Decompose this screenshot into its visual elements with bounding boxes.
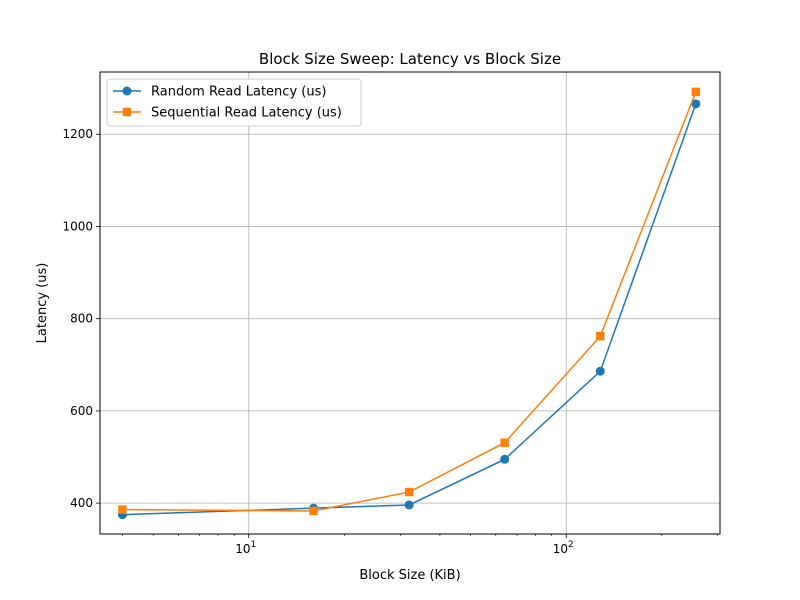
y-tick-label: 1000 — [62, 219, 93, 233]
data-point — [691, 87, 701, 97]
legend-marker — [122, 86, 132, 96]
series-layer — [117, 87, 701, 520]
data-point — [118, 505, 127, 514]
y-axis-label: Latency (us) — [35, 263, 50, 344]
y-tick-label: 800 — [70, 312, 93, 326]
chart-title: Block Size Sweep: Latency vs Block Size — [259, 50, 561, 68]
x-axis-label: Block Size (KiB) — [359, 568, 460, 583]
data-point — [500, 438, 509, 447]
data-point — [404, 487, 414, 497]
legend-label: Random Read Latency (us) — [151, 85, 326, 100]
series-line — [122, 103, 697, 516]
legend: Random Read Latency (us) Sequential Read … — [106, 78, 362, 127]
y-tick-label: 600 — [70, 404, 93, 418]
series-2 — [118, 87, 701, 516]
data-point — [309, 506, 318, 516]
legend-item: Sequential Read Latency (us) — [113, 106, 342, 121]
legend-marker — [122, 107, 132, 117]
data-point — [500, 454, 510, 464]
legend-box — [106, 78, 362, 127]
legend-item: Random Read Latency (us) — [113, 85, 326, 100]
y-tick-label: 1200 — [62, 127, 93, 141]
plot-frame — [99, 71, 721, 535]
series-line — [122, 91, 697, 512]
x-tick-exponent: 2 — [568, 540, 574, 550]
x-tick-exponent: 1 — [251, 540, 257, 550]
data-point — [596, 331, 605, 341]
legend-label: Sequential Read Latency (us) — [151, 106, 342, 121]
data-point — [595, 366, 605, 376]
y-tick-label: 400 — [70, 496, 93, 510]
data-point — [404, 500, 414, 510]
y-axis-ticks: 400 600 800 1000 1200 — [62, 127, 100, 510]
data-point — [691, 99, 701, 109]
